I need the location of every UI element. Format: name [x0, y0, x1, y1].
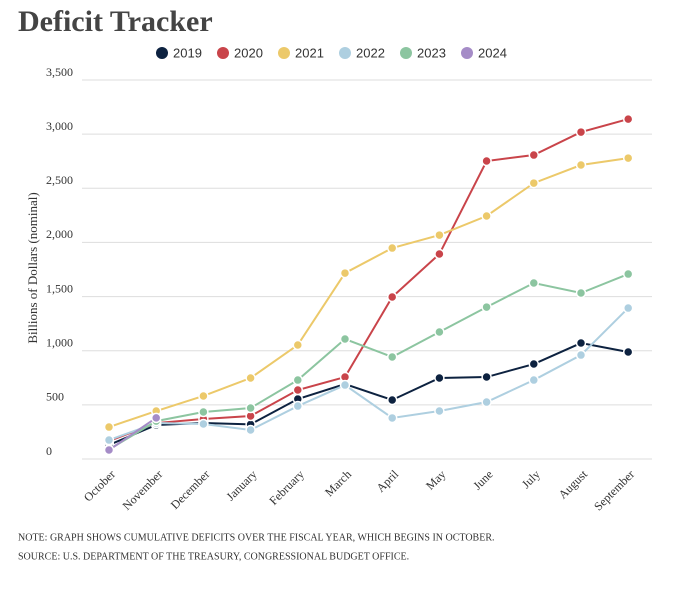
data-point [245, 372, 256, 384]
y-tick-label: 1,000 [46, 335, 73, 349]
data-point [103, 421, 115, 433]
data-point [386, 291, 398, 303]
y-tick-label: 500 [46, 390, 64, 404]
data-point [622, 268, 634, 280]
legend-label: 2021 [295, 45, 324, 60]
data-point [245, 402, 256, 414]
data-point [528, 358, 540, 370]
data-point [292, 374, 304, 386]
x-tick-label: July [519, 467, 543, 491]
note: NOTE: GRAPH SHOWS CUMULATIVE DEFICITS OV… [18, 532, 495, 543]
data-point [528, 149, 540, 161]
data-point [622, 302, 634, 314]
data-point [575, 349, 587, 361]
data-point [198, 390, 209, 402]
data-point [245, 424, 256, 436]
data-point [575, 126, 587, 138]
data-point [575, 337, 587, 349]
chart-title: Deficit Tracker [18, 5, 213, 38]
legend-label: 2024 [478, 45, 507, 60]
x-tick-label: May [423, 467, 448, 492]
data-point [103, 444, 115, 456]
y-axis-label: Billions of Dollars (nominal) [25, 192, 40, 343]
data-point [292, 384, 304, 396]
data-point [434, 405, 445, 417]
data-point [528, 177, 540, 189]
series-line [108, 118, 629, 442]
data-point [481, 396, 492, 408]
y-tick-label: 1,500 [46, 281, 73, 295]
legend-swatch [339, 47, 351, 59]
y-tick-label: 3,000 [46, 119, 73, 133]
data-point [481, 155, 492, 167]
data-point [386, 351, 398, 363]
legend-swatch [461, 47, 473, 59]
legend-label: 2022 [356, 45, 385, 60]
legend-swatch [400, 47, 412, 59]
data-point [292, 400, 304, 412]
data-point [528, 374, 540, 386]
legend-label: 2023 [417, 45, 446, 60]
legend-swatch [278, 47, 290, 59]
series-line [108, 273, 629, 451]
x-tick-label: November [120, 467, 166, 513]
data-point [198, 418, 209, 430]
x-tick-label: February [266, 467, 307, 508]
data-point [339, 333, 351, 345]
data-point [198, 406, 209, 418]
x-tick-label: October [81, 467, 118, 504]
data-point [386, 242, 398, 254]
data-point [622, 346, 634, 358]
data-point [339, 379, 351, 391]
data-point [622, 113, 634, 125]
data-point [575, 287, 587, 299]
data-point [575, 159, 587, 171]
series-line [108, 417, 157, 451]
data-point [434, 229, 445, 241]
data-point [434, 248, 445, 260]
y-tick-label: 3,500 [46, 65, 73, 79]
y-tick-label: 2,500 [46, 173, 73, 187]
data-point [481, 371, 492, 383]
y-tick-label: 0 [46, 444, 52, 458]
x-tick-label: December [168, 467, 213, 512]
data-point [150, 412, 162, 424]
y-tick-label: 2,000 [46, 227, 73, 241]
data-point [434, 326, 445, 338]
series-line [108, 157, 629, 429]
x-tick-label: March [322, 467, 354, 499]
note: SOURCE: U.S. DEPARTMENT OF THE TREASURY,… [18, 551, 409, 562]
data-point [481, 301, 492, 313]
x-tick-label: September [591, 467, 637, 513]
legend-label: 2020 [234, 45, 263, 60]
legend-label: 2019 [173, 45, 202, 60]
x-tick-label: August [556, 467, 591, 502]
data-point [481, 210, 492, 222]
x-tick-label: January [223, 467, 259, 503]
data-point [339, 267, 351, 279]
data-point [434, 372, 445, 384]
x-tick-label: April [373, 467, 401, 495]
data-point [528, 277, 540, 289]
data-point [292, 339, 304, 351]
legend-swatch [217, 47, 229, 59]
series-line [108, 341, 629, 446]
x-tick-label: June [470, 467, 495, 492]
data-point [103, 434, 115, 446]
series-line [108, 307, 629, 441]
data-point [622, 152, 634, 164]
data-point [386, 394, 398, 406]
data-point [386, 412, 398, 424]
legend-swatch [156, 47, 168, 59]
